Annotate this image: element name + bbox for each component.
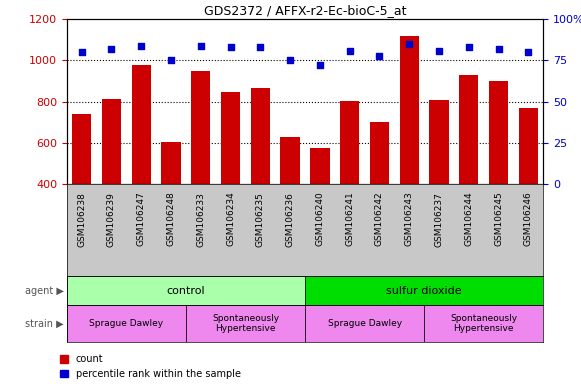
Bar <box>221 93 241 267</box>
Text: GSM106236: GSM106236 <box>286 192 295 247</box>
Point <box>137 43 146 49</box>
Point <box>196 43 206 49</box>
Bar <box>162 142 181 267</box>
Text: GSM106244: GSM106244 <box>464 192 474 246</box>
Text: strain ▶: strain ▶ <box>26 318 64 329</box>
Point <box>404 41 414 47</box>
Point <box>107 46 116 52</box>
Point <box>285 58 295 64</box>
Text: GSM106245: GSM106245 <box>494 192 503 247</box>
Text: GSM106248: GSM106248 <box>167 192 175 247</box>
Text: sulfur dioxide: sulfur dioxide <box>386 286 462 296</box>
Text: GSM106237: GSM106237 <box>435 192 443 247</box>
Text: GSM106240: GSM106240 <box>315 192 324 247</box>
Point <box>77 49 87 55</box>
Text: GSM106234: GSM106234 <box>226 192 235 247</box>
Bar <box>370 122 389 267</box>
Bar <box>281 137 300 267</box>
Text: GSM106239: GSM106239 <box>107 192 116 247</box>
Text: GSM106247: GSM106247 <box>137 192 146 247</box>
Point <box>523 49 533 55</box>
Text: agent ▶: agent ▶ <box>25 286 64 296</box>
Point <box>464 44 474 50</box>
Legend: count, percentile rank within the sample: count, percentile rank within the sample <box>60 354 241 379</box>
Point <box>166 58 175 64</box>
Text: GSM106246: GSM106246 <box>524 192 533 247</box>
Point <box>435 48 444 54</box>
Bar <box>72 114 91 267</box>
Point <box>375 53 384 59</box>
Bar <box>519 108 538 267</box>
Text: Sprague Dawley: Sprague Dawley <box>328 319 401 328</box>
Bar <box>305 305 424 342</box>
Bar <box>424 305 543 342</box>
Text: GSM106233: GSM106233 <box>196 192 205 247</box>
Bar <box>305 276 543 305</box>
Point <box>256 44 265 50</box>
Bar <box>191 71 210 267</box>
Point <box>226 44 235 50</box>
Bar <box>102 99 121 267</box>
Text: GSM106242: GSM106242 <box>375 192 384 246</box>
Bar <box>250 88 270 267</box>
Title: GDS2372 / AFFX-r2-Ec-bioC-5_at: GDS2372 / AFFX-r2-Ec-bioC-5_at <box>204 3 406 17</box>
Text: GSM106243: GSM106243 <box>405 192 414 247</box>
Bar <box>310 148 329 267</box>
Bar <box>67 276 305 305</box>
Text: Spontaneously
Hypertensive: Spontaneously Hypertensive <box>212 314 279 333</box>
Bar <box>429 100 449 267</box>
Text: control: control <box>167 286 205 296</box>
Text: Sprague Dawley: Sprague Dawley <box>89 319 163 328</box>
Bar <box>186 305 305 342</box>
Text: GSM106238: GSM106238 <box>77 192 86 247</box>
Bar <box>489 81 508 267</box>
Bar <box>340 101 360 267</box>
Point <box>494 46 503 52</box>
Bar <box>400 36 419 267</box>
Text: GSM106235: GSM106235 <box>256 192 265 247</box>
Bar <box>67 305 186 342</box>
Text: Spontaneously
Hypertensive: Spontaneously Hypertensive <box>450 314 517 333</box>
Bar <box>459 75 479 267</box>
Point <box>315 62 325 68</box>
Bar <box>131 65 151 267</box>
Text: GSM106241: GSM106241 <box>345 192 354 247</box>
Point <box>345 48 354 54</box>
